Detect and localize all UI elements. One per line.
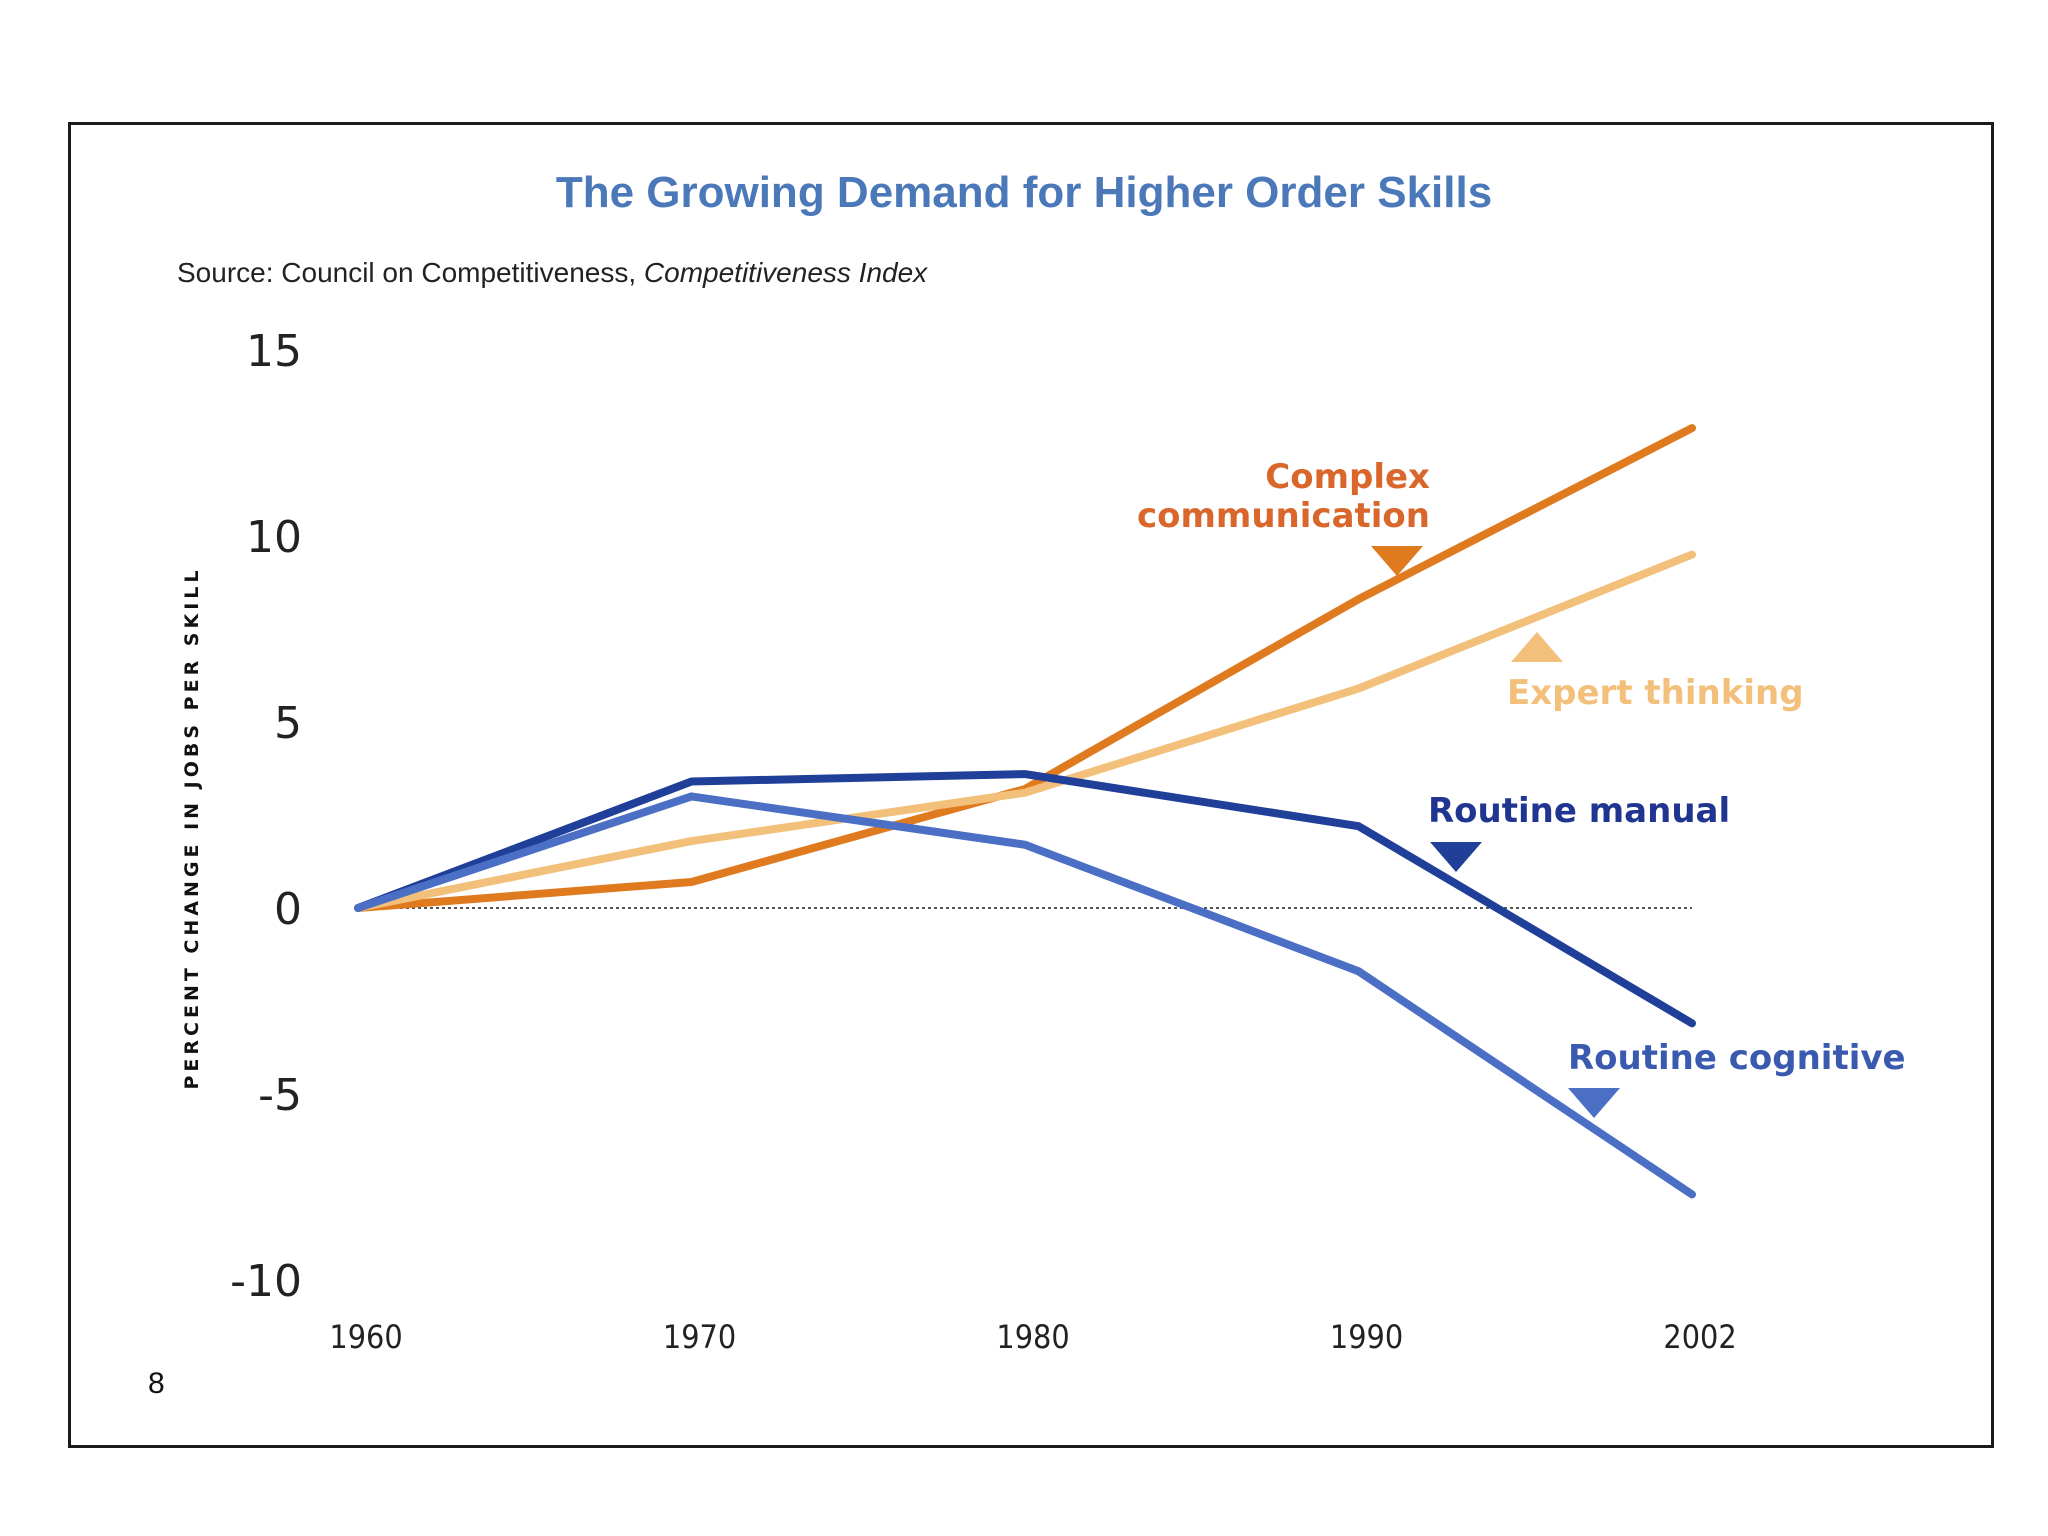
y-axis-label: PERCENT CHANGE IN JOBS PER SKILL — [181, 566, 203, 1089]
series-line-routine-cognitive — [354, 792, 1696, 1199]
series-pointer-icon — [1511, 632, 1563, 662]
y-ticks: 15 10 5 0 -5 -10 — [230, 326, 302, 1307]
x-tick-label: 1960 — [329, 1318, 402, 1356]
x-tick-label: 1980 — [996, 1318, 1069, 1356]
series-label: Routine manual — [1428, 791, 1730, 831]
x-tick-label: 1990 — [1330, 1318, 1403, 1356]
slide-frame — [68, 122, 1994, 1448]
series-label: Expert thinking — [1507, 673, 1804, 713]
series-line-routine-manual — [354, 770, 1696, 1028]
slide-title: The Growing Demand for Higher Order Skil… — [555, 168, 1493, 217]
series-lines — [354, 424, 1696, 1199]
series-pointer-icon — [1568, 1088, 1620, 1118]
y-tick-label: 10 — [246, 512, 302, 563]
page-number: 8 — [148, 1367, 165, 1400]
series-label: Complex — [1265, 457, 1430, 497]
y-tick-label: -10 — [230, 1256, 302, 1307]
source-italic: Competitiveness Index — [643, 257, 928, 288]
series-label: Routine cognitive — [1568, 1038, 1906, 1078]
y-tick-label: 0 — [274, 884, 302, 935]
x-tick-label: 2002 — [1663, 1318, 1736, 1356]
series-pointer-icon — [1371, 546, 1423, 576]
series-pointer-icon — [1430, 842, 1482, 872]
x-ticks: 1960 1970 1980 1990 2002 — [329, 1318, 1736, 1356]
source-note: Source: Council on Competitiveness, Comp… — [177, 257, 927, 289]
y-tick-label: -5 — [258, 1070, 302, 1121]
source-prefix: Source: Council on Competitiveness, — [177, 257, 644, 288]
series-line-expert-thinking — [354, 550, 1696, 912]
x-tick-label: 1970 — [663, 1318, 736, 1356]
y-tick-label: 5 — [274, 698, 302, 749]
y-tick-label: 15 — [246, 326, 302, 377]
series-label: communication — [1137, 496, 1430, 536]
